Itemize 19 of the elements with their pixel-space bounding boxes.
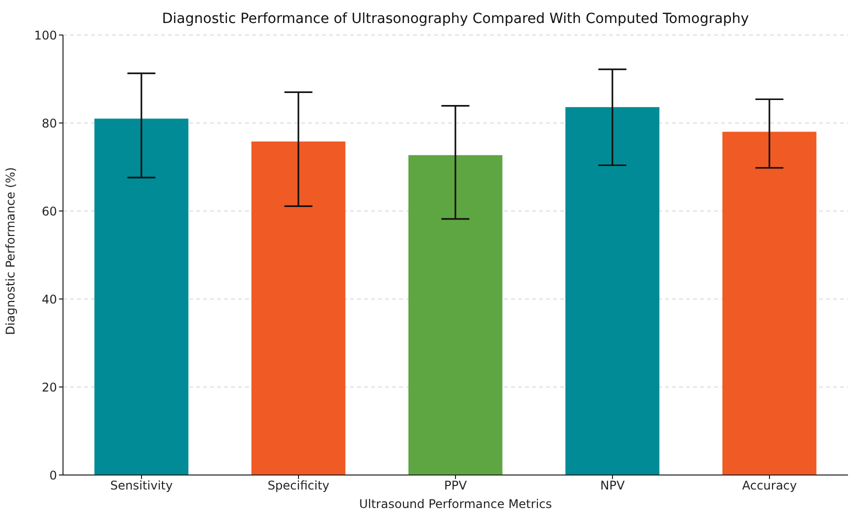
x-tick-label: PPV	[444, 478, 468, 493]
x-axis-title: Ultrasound Performance Metrics	[359, 497, 552, 510]
y-axis-title: Diagnostic Performance (%)	[3, 167, 18, 335]
y-tick-label: 20	[42, 380, 57, 394]
x-tick-label: Accuracy	[742, 478, 797, 493]
bar	[94, 118, 188, 475]
bar	[722, 132, 816, 475]
chart-title: Diagnostic Performance of Ultrasonography Compared With Computed Tomography	[161, 11, 750, 27]
bar	[408, 155, 502, 475]
y-tick-label: 60	[42, 204, 57, 218]
x-tick-label: Sensitivity	[110, 478, 173, 493]
bar	[565, 107, 660, 475]
y-tick-label: 80	[42, 116, 57, 130]
y-tick-label: 100	[34, 28, 57, 42]
y-tick-label: 0	[49, 468, 57, 482]
bar	[251, 141, 346, 475]
x-tick-label: NPV	[600, 478, 626, 493]
x-tick-label: Specificity	[268, 478, 330, 493]
y-tick-label: 40	[42, 292, 57, 306]
